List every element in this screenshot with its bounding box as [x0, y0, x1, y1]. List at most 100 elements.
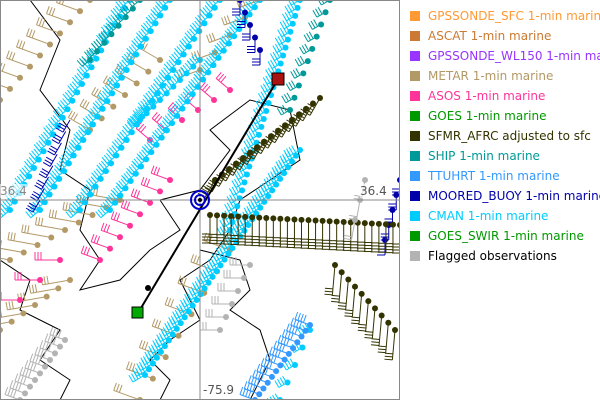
wind-observation-map[interactable] — [0, 0, 400, 400]
wind-barb — [83, 47, 101, 59]
wind-barb — [47, 142, 62, 156]
wind-barb — [73, 127, 92, 141]
wind-barb — [312, 7, 329, 18]
wind-barb — [90, 234, 113, 252]
wind-barb — [42, 154, 58, 167]
wind-barb — [0, 62, 23, 81]
wind-barb — [76, 56, 93, 67]
wind-barb — [28, 146, 47, 160]
wind-barb — [251, 191, 272, 204]
wind-barb — [285, 80, 302, 91]
wind-barb — [36, 17, 63, 37]
wind-barb — [44, 333, 63, 350]
observation-track — [4, 326, 68, 400]
wind-barb — [102, 75, 128, 98]
wind-barb — [223, 270, 247, 281]
wind-barb — [228, 183, 246, 196]
track-end-marker[interactable] — [271, 72, 285, 86]
wind-barb — [363, 220, 375, 253]
track-start-marker[interactable] — [131, 306, 144, 319]
wind-barb — [272, 40, 289, 54]
wind-barb — [62, 87, 81, 101]
wind-barb — [54, 158, 72, 172]
wind-barb — [240, 2, 258, 16]
legend-item[interactable]: ASCAT 1-min marine — [410, 26, 600, 46]
wind-barb — [0, 257, 13, 263]
wind-barb — [126, 0, 143, 7]
wind-barb — [112, 13, 129, 24]
observation-track — [25, 119, 71, 213]
legend-item[interactable]: TTUHRT 1-min marine — [410, 166, 600, 186]
latitude-label: 36.4 — [360, 184, 387, 198]
wind-barb — [67, 79, 85, 93]
wind-barb — [130, 188, 153, 206]
wind-barb — [300, 217, 312, 249]
wind-barb — [328, 218, 340, 251]
wind-barb — [168, 49, 187, 63]
wind-barb — [24, 360, 43, 377]
wind-barb — [44, 174, 63, 187]
wind-barb — [114, 63, 140, 87]
wind-barb — [321, 218, 333, 250]
legend-label: MOORED_BUOY 1-min marine — [428, 189, 600, 203]
wind-barb — [277, 25, 294, 38]
legend-label: SHIP 1-min marine — [428, 149, 540, 163]
legend-swatch — [410, 131, 420, 141]
wind-barb — [21, 224, 55, 241]
wind-barb — [29, 353, 48, 370]
legend-item[interactable]: GPSSONDE_WL150 1-min marine — [410, 46, 600, 66]
wind-barb — [299, 43, 316, 55]
legend-item[interactable]: MOORED_BUOY 1-min marine — [410, 186, 600, 206]
wind-barb — [28, 284, 62, 294]
wind-barb — [75, 189, 94, 203]
storm-center-icon[interactable] — [190, 190, 210, 210]
wind-barb — [150, 165, 173, 183]
wind-barb — [25, 199, 41, 213]
wind-barb — [119, 4, 136, 16]
legend-swatch — [410, 31, 420, 41]
legend-item[interactable]: Flagged observations — [410, 246, 600, 266]
wind-barb — [274, 375, 291, 388]
legend-item[interactable]: CMAN 1-min marine — [410, 206, 600, 226]
wind-barb — [106, 143, 125, 156]
wind-barb — [371, 312, 385, 346]
wind-barb — [215, 71, 233, 93]
wind-barb — [242, 22, 253, 41]
observation-track — [232, 0, 263, 66]
wind-barb — [34, 346, 53, 363]
wind-barb — [14, 373, 33, 390]
wind-barb — [247, 34, 258, 53]
legend-item[interactable]: SFMR_AFRC adjusted to sfc — [410, 126, 600, 146]
wind-barb — [233, 167, 250, 180]
legend-item[interactable]: GOES 1-min marine — [410, 106, 600, 126]
wind-barb — [335, 219, 347, 251]
legend-swatch — [410, 231, 420, 241]
wind-barb — [48, 209, 82, 226]
wind-barb — [265, 215, 277, 247]
wind-barb — [72, 71, 90, 84]
legend-item[interactable]: SHIP 1-min marine — [410, 146, 600, 166]
observation-track — [239, 311, 313, 400]
wind-barb — [281, 92, 298, 104]
wind-barb — [184, 289, 204, 302]
wind-barb — [252, 47, 263, 66]
wind-barb — [80, 245, 103, 263]
wind-barb — [199, 81, 217, 103]
legend-swatch — [410, 71, 420, 81]
wind-barb — [65, 205, 83, 219]
legend-item[interactable]: GPSSONDE_SFC 1-min marine — [410, 6, 600, 26]
wind-barb — [0, 318, 15, 325]
wind-barb — [19, 366, 38, 383]
wind-barb — [100, 222, 123, 241]
legend-item[interactable]: METAR 1-min marine — [410, 66, 600, 86]
wind-barb — [211, 296, 235, 307]
wind-barb — [216, 212, 228, 245]
wind-barb — [0, 197, 18, 210]
legend-item[interactable]: GOES_SWIR 1-min marine — [410, 226, 600, 246]
wind-barb — [38, 165, 54, 179]
legend-item[interactable]: ASOS 1-min marine — [410, 86, 600, 106]
wind-barb — [223, 213, 235, 245]
wind-barb — [209, 212, 221, 244]
wind-barb — [83, 112, 101, 125]
observation-track — [202, 212, 400, 254]
